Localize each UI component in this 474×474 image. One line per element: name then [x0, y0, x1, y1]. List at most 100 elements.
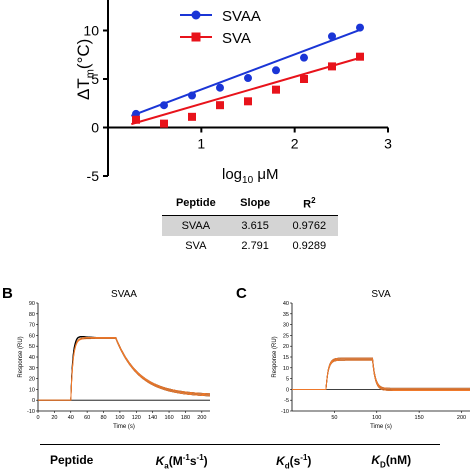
y-tick-label: 35: [283, 312, 289, 318]
y-tick-label: 70: [29, 323, 35, 329]
x-tick-label: 40: [68, 415, 74, 421]
panel-title: SVA: [371, 289, 391, 300]
data-point-sva: [244, 97, 252, 106]
panel-title: SVAA: [111, 289, 137, 300]
y-tick-label: 60: [29, 333, 35, 339]
x-tick-label: 120: [132, 415, 141, 421]
cell-peptide: SVAA: [162, 215, 230, 236]
fit-curve: [292, 358, 470, 390]
regression-table: Peptide Slope R2 SVAA 3.615 0.9762 SVA 2…: [162, 192, 338, 256]
kinetics-header: Peptide Ka (M-1 s-1) Kd (s-1) KD (nM): [40, 445, 440, 470]
data-point-sva: [300, 75, 308, 83]
data-point-svaa: [300, 53, 308, 62]
cell-r2: 0.9762: [280, 215, 338, 236]
data-point-svaa: [244, 74, 252, 83]
table-top-rule: [40, 444, 440, 445]
sva-sensorgram: C SVA -10 -5 0 5 10 15 20 25 30 35 40 50 100 150 200 Time…: [236, 285, 470, 430]
x-tick-label: 20: [51, 415, 57, 421]
y-tick-label: 90: [29, 301, 35, 307]
x-tick-label: 200: [197, 415, 206, 421]
col-KD: KD (nM): [371, 453, 412, 470]
fit-line-svaa: [130, 27, 364, 117]
data-point-sva: [132, 115, 140, 124]
fit-curve: [292, 359, 470, 391]
legend-marker: [191, 10, 201, 20]
response-trace: [292, 357, 470, 390]
y-tick-label: 10: [83, 23, 99, 39]
col-peptide: Peptide: [162, 192, 230, 216]
y-tick-label: -5: [284, 398, 289, 404]
fit-curve: [38, 338, 210, 401]
data-point-svaa: [188, 91, 196, 100]
chart-legend: SVAA SVA: [180, 8, 261, 47]
y-tick-label: 10: [29, 387, 35, 393]
y-tick-label: 30: [29, 366, 35, 372]
panel-label: B: [2, 285, 13, 302]
data-point-sva: [356, 52, 364, 61]
melting-shift-chart: -5051015123: [83, 0, 392, 184]
x-tick-label: 80: [100, 415, 106, 421]
cell-r2: 0.9289: [292, 239, 327, 252]
data-point-svaa: [328, 32, 336, 41]
response-trace: [292, 358, 470, 390]
x-tick-label: 100: [372, 415, 381, 421]
table-row: SVA 2.791 0.9289: [162, 236, 338, 256]
y-tick-label: 0: [32, 398, 35, 404]
y-tick-label: 5: [286, 377, 289, 383]
y-tick-label: 0: [286, 387, 289, 393]
x-tick-label: 0: [36, 415, 39, 421]
x-axis-label: Time (s): [370, 424, 392, 430]
x-tick-label: 60: [84, 415, 90, 421]
y-tick-label: 5: [91, 71, 99, 87]
response-trace: [38, 336, 210, 401]
y-tick-label: 20: [283, 344, 289, 350]
legend-label: SVA: [222, 30, 251, 47]
x-tick-label: 1: [197, 136, 205, 152]
y-tick-label: 80: [29, 312, 35, 318]
legend-label: SVAA: [222, 8, 261, 25]
y-tick-label: -10: [281, 409, 289, 415]
y-tick-label: 20: [29, 377, 35, 383]
data-point-svaa: [160, 101, 168, 110]
y-axis-label: Response (RU): [18, 336, 24, 377]
cell-slope: 2.791: [241, 239, 269, 252]
x-tick-label: 140: [148, 415, 157, 421]
y-tick-label: 50: [29, 344, 35, 350]
data-point-sva: [272, 85, 280, 94]
y-tick-label: 30: [283, 323, 289, 329]
y-tick-label: 15: [283, 355, 289, 361]
cell-peptide: SVA: [185, 239, 207, 252]
fit-curve: [292, 357, 470, 390]
y-tick-label: 0: [91, 120, 99, 136]
col-r2: R2: [280, 192, 338, 216]
panel-label: C: [236, 285, 247, 302]
col-ka: Ka (M-1 s-1): [155, 453, 208, 471]
data-point-sva: [188, 112, 196, 121]
y-tick-label: 40: [29, 355, 35, 361]
y-axis-label: Response (RU): [272, 336, 278, 377]
y-tick-label: -10: [27, 409, 35, 415]
response-trace: [38, 337, 210, 401]
col-peptide: Peptide: [50, 453, 94, 467]
data-point-sva: [216, 101, 224, 110]
x-axis-label: Time (s): [113, 424, 135, 430]
kinetics-table: Peptide Ka (M-1 s-1) Kd (s-1) KD (nM): [40, 444, 440, 470]
response-trace: [38, 335, 211, 401]
y-tick-label: 40: [283, 301, 289, 307]
x-tick-label: 150: [415, 415, 424, 421]
col-kd: Kd (s-1): [276, 453, 312, 471]
x-tick-label: 50: [331, 415, 337, 421]
data-point-sva: [160, 119, 168, 128]
x-tick-label: 100: [115, 415, 124, 421]
x-tick-label: 2: [291, 136, 299, 152]
data-point-svaa: [356, 23, 364, 32]
fit-line-sva: [131, 56, 364, 126]
y-tick-label: -5: [87, 168, 100, 184]
x-tick-label: 180: [181, 415, 190, 421]
legend-marker: [191, 32, 201, 42]
x-axis-label: log10 μM: [222, 166, 279, 186]
fit-curve: [38, 337, 211, 401]
y-tick-label: 25: [283, 333, 289, 339]
